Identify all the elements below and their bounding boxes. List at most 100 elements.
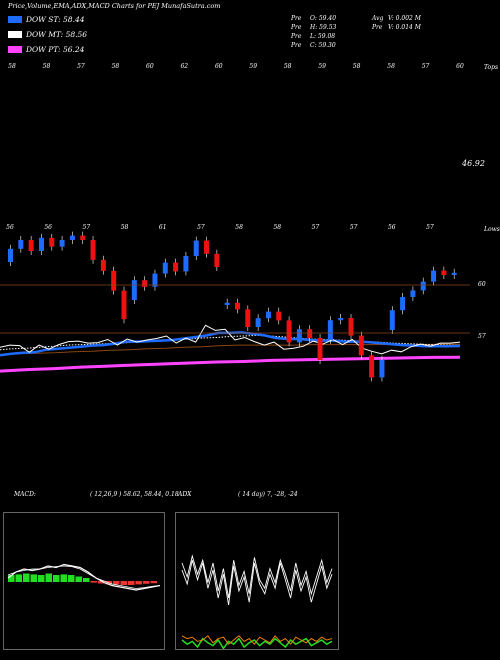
macd-histogram-bar — [68, 575, 75, 582]
top-tick-label: 60 — [146, 63, 154, 70]
top-tick-label: 58 — [112, 63, 120, 70]
candle — [400, 297, 406, 311]
top-tick-label: 62 — [180, 63, 188, 70]
legend-dow-mt: DOW MT: 58.56 — [8, 29, 87, 40]
macd-panel — [3, 512, 165, 650]
info-label-close: Pre — [291, 42, 302, 49]
candle — [317, 338, 323, 360]
candle — [358, 335, 364, 356]
legend-label-pt: DOW PT: 56.24 — [26, 45, 85, 54]
info-open: O: 59.40 — [310, 15, 337, 22]
candle — [173, 262, 179, 272]
candle — [451, 272, 457, 275]
info-label-avg-volume: Avg — [372, 15, 384, 22]
adx-line-0 — [181, 560, 333, 606]
macd-histogram-bar — [83, 578, 90, 582]
tops-label: Tops — [484, 64, 499, 71]
candle — [152, 273, 158, 287]
macd-histogram-bar — [53, 575, 60, 582]
top-tick-label: 58 — [353, 63, 361, 70]
candle — [307, 329, 313, 338]
candle — [69, 235, 75, 240]
candle — [183, 256, 189, 272]
top-tick-label: 58 — [387, 63, 395, 70]
macd-histogram-bar — [120, 581, 127, 585]
bottom-tick-label: 61 — [159, 224, 167, 231]
macd-histogram-bar — [60, 574, 67, 582]
legend-label-st: DOW ST: 58.44 — [26, 15, 85, 24]
candle — [235, 302, 240, 310]
macd-histogram-bar — [23, 573, 30, 582]
candle — [255, 318, 261, 327]
ema-lines — [0, 324, 461, 373]
macd-histogram-bar — [128, 581, 135, 585]
macd-histogram-bar — [98, 581, 105, 584]
legend-swatch-pt — [8, 46, 22, 53]
candle — [8, 248, 13, 262]
bottom-tick-label: 57 — [350, 224, 358, 231]
level-label-60: 60 — [478, 281, 486, 288]
top-tick-label: 57 — [77, 63, 85, 70]
macd-params: ( 12,26,9 ) 58.62, 58.44, 0.18 — [90, 491, 179, 498]
candle — [142, 280, 148, 287]
ema-long-line — [0, 343, 460, 355]
top-tick-label: 60 — [456, 63, 464, 70]
bottom-tick-label: 58 — [273, 224, 281, 231]
legend-dow-pt: DOW PT: 56.24 — [8, 44, 84, 55]
macd-line-0 — [7, 563, 161, 591]
macd-histogram-bar — [8, 575, 15, 582]
macd-histogram-bar — [45, 573, 52, 582]
info-label-high: Pre — [291, 24, 302, 31]
adx-panel — [175, 512, 339, 650]
macd-histogram-bar — [15, 574, 22, 582]
candle — [111, 270, 117, 291]
candle — [224, 302, 230, 305]
candle — [286, 320, 292, 343]
macd-histogram-bar — [150, 581, 157, 584]
candle — [131, 280, 137, 300]
info-label-open: Pre — [291, 15, 302, 22]
candle — [327, 320, 333, 340]
adx-label: ADX — [178, 491, 192, 498]
candle — [100, 259, 106, 271]
candle — [193, 240, 199, 256]
info-high: H: 59.53 — [310, 24, 337, 31]
candles — [8, 231, 457, 382]
bottom-tick-labels: 56 56 57 58 61 57 58 58 57 57 56 57 — [6, 224, 434, 231]
macd-histogram-bar — [30, 574, 37, 582]
info-avg-volume: V: 0.002 M — [388, 15, 421, 22]
candle — [265, 311, 271, 319]
macd-label: MACD: — [14, 491, 36, 498]
macd-histogram-bar — [75, 576, 82, 582]
info-close: C: 59.30 — [310, 42, 336, 49]
top-tick-labels: 58 58 57 58 60 62 60 59 58 59 58 58 57 60 — [8, 63, 464, 70]
macd-histogram-bar — [38, 575, 45, 582]
level-label-57: 57 — [478, 333, 486, 340]
candle — [338, 318, 344, 321]
candle — [28, 240, 34, 251]
candle — [90, 240, 96, 260]
top-tick-label: 58 — [43, 63, 51, 70]
ema-pt-line — [0, 355, 461, 373]
bottom-tick-label: 56 — [388, 224, 396, 231]
candle — [49, 237, 55, 247]
macd-histogram-bar — [143, 581, 150, 584]
price-chart: 58 58 57 58 60 62 60 59 58 59 58 58 57 60 56 56 57 58 61 5… — [0, 63, 470, 382]
bottom-tick-label: 56 — [44, 224, 52, 231]
candle — [204, 240, 210, 254]
candle — [410, 290, 416, 297]
adx-line-1 — [181, 554, 333, 599]
adx-line-2 — [181, 637, 333, 649]
macd-line-1 — [7, 565, 161, 589]
bottom-tick-label: 57 — [426, 224, 434, 231]
candle — [348, 318, 354, 336]
info-low: L: 59.08 — [310, 33, 336, 40]
price-line — [0, 324, 461, 355]
candle — [441, 270, 447, 275]
candle — [162, 262, 168, 274]
bottom-tick-label: 57 — [83, 224, 91, 231]
candle — [431, 270, 437, 282]
candle — [245, 309, 251, 327]
candle — [121, 290, 127, 320]
top-tick-label: 59 — [318, 63, 326, 70]
